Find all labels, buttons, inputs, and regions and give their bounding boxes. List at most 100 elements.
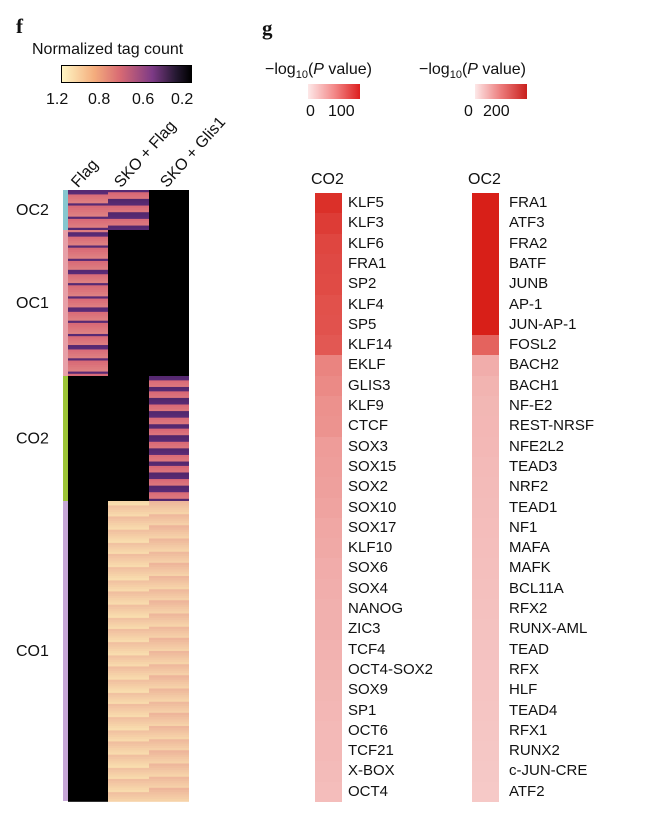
heatmap-cell-co2-0-49 (68, 483, 108, 487)
motif-label: KLF3 (348, 214, 384, 231)
heatmap-cell-co1-2-100 (149, 721, 189, 725)
motif-row: TEAD4 (472, 701, 650, 722)
heatmap-cell-co1-2-126 (149, 778, 189, 782)
heatmap-cell-co2-0-12 (68, 402, 108, 406)
heatmap-cell-co1-1-49 (108, 609, 149, 613)
heatmap-cell-co1-1-48 (108, 606, 149, 610)
heatmap-cell-oc1-1-62 (108, 367, 149, 371)
heatmap-cell-co1-2-80 (149, 677, 189, 681)
heatmap-cell-co1-2-1 (149, 503, 189, 507)
heatmap-cell-co2-0-0 (68, 376, 108, 379)
heatmap-cell-oc1-2-60 (149, 362, 189, 366)
motif-row: KLF3 (315, 213, 475, 234)
heatmap-cell-co1-1-89 (108, 697, 149, 701)
heatmap-cell-co1-0-89 (68, 697, 108, 701)
heatmap-cell-co1-0-120 (68, 765, 108, 769)
motif-row: SOX3 (315, 437, 475, 458)
heatmap-cell-oc1-0-37 (68, 311, 108, 315)
heatmap-cell-co2-1-52 (108, 490, 149, 494)
heatmap-cell-co1-0-95 (68, 710, 108, 714)
heatmap-cell-oc1-1-30 (108, 296, 149, 300)
heatmap-cell-co1-0-102 (68, 726, 108, 730)
heatmap-cell-oc1-2-10 (149, 252, 189, 256)
heatmap-cell-co1-0-93 (68, 706, 108, 710)
heatmap-cell-oc2-0-4 (68, 198, 108, 202)
heatmap-cell-oc1-0-65 (68, 373, 108, 377)
heatmap-cell-co1-1-97 (108, 714, 149, 718)
heatmap-cell-oc1-0-59 (68, 360, 108, 364)
heatmap-cell-co1-1-82 (108, 681, 149, 685)
heatmap-cell-oc1-0-21 (68, 276, 108, 280)
oc2-pvalue-legend-title: −log10(P value) (419, 62, 526, 81)
heatmap-cell-co2-1-16 (108, 411, 149, 415)
heatmap-cell-co1-1-4 (108, 509, 149, 513)
heatmap-cell-co1-0-97 (68, 714, 108, 718)
motif-row: GLIS3 (315, 376, 475, 397)
heatmap-cell-co2-2-54 (149, 494, 189, 498)
heatmap-cell-oc2-2-5 (149, 201, 189, 205)
heatmap-cell-oc1-0-24 (68, 283, 108, 287)
heatmap-cell-co1-2-79 (149, 675, 189, 679)
heatmap-cell-oc1-0-41 (68, 320, 108, 324)
heatmap-cell-co2-0-37 (68, 457, 108, 461)
heatmap-cell-co2-0-32 (68, 446, 108, 450)
cluster-color-bar-co1 (63, 501, 68, 801)
heatmap-cell-co1-0-20 (68, 545, 108, 549)
motif-label: CTCF (348, 417, 388, 434)
heatmap-cell-co1-2-122 (149, 770, 189, 774)
motif-row: KLF10 (315, 538, 475, 559)
heatmap-cell-co2-2-39 (149, 461, 189, 465)
motif-row: TCF4 (315, 640, 475, 661)
motif-pvalue-cell (315, 741, 342, 762)
heatmap-cell-co1-2-99 (149, 719, 189, 723)
heatmap-cell-oc1-0-63 (68, 369, 108, 373)
motif-label: NF-E2 (509, 397, 553, 414)
heatmap-cell-co1-1-27 (108, 560, 149, 564)
heatmap-cell-co1-0-37 (68, 582, 108, 586)
motif-label: FRA1 (348, 255, 387, 272)
heatmap-cell-co1-0-71 (68, 657, 108, 661)
motif-label: BACH1 (509, 377, 560, 394)
cluster-heatmap: OC2 OC1 CO2 CO1 (16, 190, 189, 802)
motif-pvalue-cell (315, 498, 342, 519)
heatmap-cell-oc1-2-38 (149, 314, 189, 318)
heatmap-cell-oc1-0-15 (68, 263, 108, 267)
heatmap-cell-oc1-1-7 (108, 245, 149, 249)
heatmap-cell-co2-1-4 (108, 384, 149, 388)
heatmap-cell-co1-0-126 (68, 778, 108, 782)
cluster-label-co2: CO2 (16, 431, 49, 448)
heatmap-cell-co1-1-116 (108, 756, 149, 760)
heatmap-cell-co1-1-40 (108, 589, 149, 593)
heatmap-cell-oc1-0-11 (68, 254, 108, 258)
heatmap-cell-oc1-1-55 (108, 351, 149, 355)
heatmap-cell-oc1-2-19 (149, 272, 189, 276)
heatmap-cell-co1-0-35 (68, 578, 108, 582)
heatmap-cell-oc1-1-54 (108, 349, 149, 353)
heatmap-cell-oc1-2-7 (149, 245, 189, 249)
heatmap-cell-co1-1-109 (108, 741, 149, 745)
heatmap-cell-co1-0-29 (68, 564, 108, 568)
heatmap-cell-oc1-2-54 (149, 349, 189, 353)
motif-pvalue-cell (315, 254, 342, 275)
heatmap-cell-co2-1-41 (108, 465, 149, 469)
heatmap-cell-co2-2-26 (149, 433, 189, 437)
heatmap-cell-co2-0-19 (68, 417, 108, 421)
heatmap-cell-oc1-2-8 (149, 247, 189, 251)
heatmap-cell-co2-2-42 (149, 468, 189, 472)
heatmap-cell-co2-2-37 (149, 457, 189, 461)
heatmap-cell-co1-0-127 (68, 781, 108, 785)
heatmap-cell-co1-0-62 (68, 637, 108, 641)
motif-row: NF1 (472, 518, 650, 539)
heatmap-cell-oc1-2-9 (149, 249, 189, 253)
heatmap-cell-co1-0-116 (68, 756, 108, 760)
heatmap-cell-oc1-1-34 (108, 305, 149, 309)
heatmap-cell-co1-2-21 (149, 547, 189, 551)
heatmap-cell-co1-2-55 (149, 622, 189, 626)
heatmap-cell-oc1-0-56 (68, 353, 108, 357)
motif-label: X-BOX (348, 762, 395, 779)
heatmap-cell-co2-0-46 (68, 476, 108, 480)
heatmap-cell-co1-2-34 (149, 576, 189, 580)
heatmap-cell-co1-0-4 (68, 509, 108, 513)
heatmap-cell-co2-0-18 (68, 415, 108, 419)
heatmap-cell-co1-1-118 (108, 761, 149, 765)
